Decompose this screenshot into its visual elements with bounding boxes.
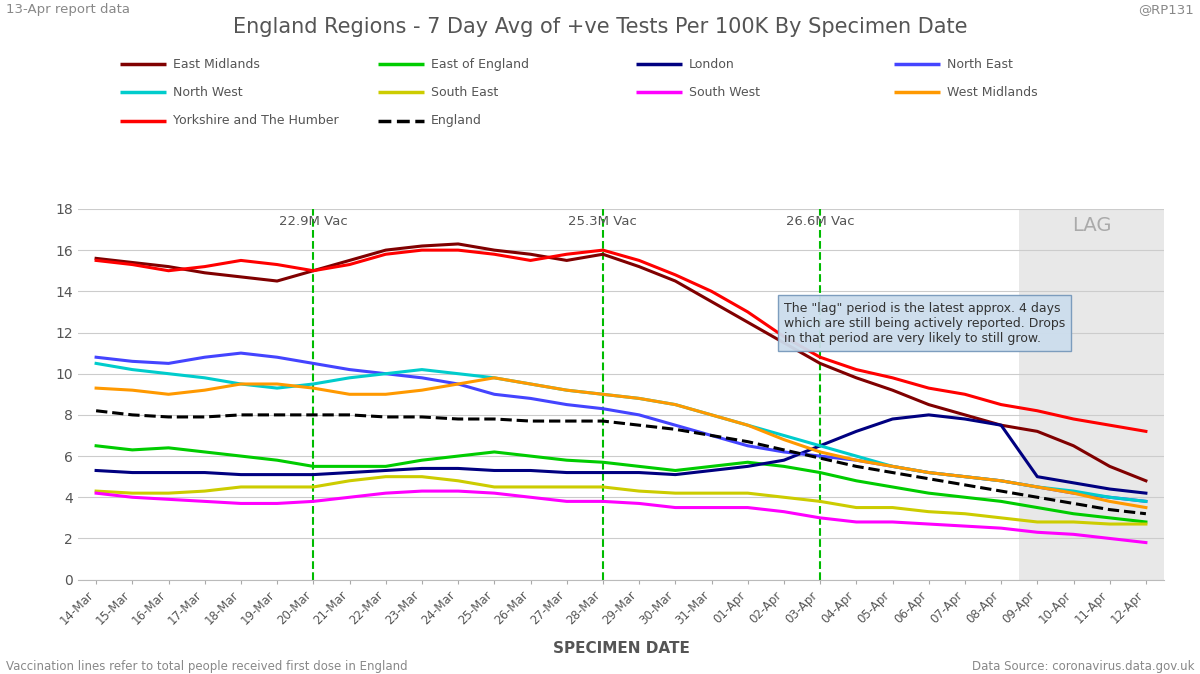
Text: East of England: East of England xyxy=(431,57,529,71)
Bar xyxy=(1019,209,1164,580)
Text: @RP131: @RP131 xyxy=(1139,3,1194,16)
Text: North West: North West xyxy=(173,86,242,99)
Text: 13-Apr report data: 13-Apr report data xyxy=(6,3,130,16)
Text: 22.9M Vac: 22.9M Vac xyxy=(278,216,348,228)
Text: London: London xyxy=(689,57,734,71)
Text: Data Source: coronavirus.data.gov.uk: Data Source: coronavirus.data.gov.uk xyxy=(972,660,1194,673)
Text: 25.3M Vac: 25.3M Vac xyxy=(569,216,637,228)
X-axis label: SPECIMEN DATE: SPECIMEN DATE xyxy=(552,641,690,656)
Text: Vaccination lines refer to total people received first dose in England: Vaccination lines refer to total people … xyxy=(6,660,408,673)
Text: England Regions - 7 Day Avg of +ve Tests Per 100K By Specimen Date: England Regions - 7 Day Avg of +ve Tests… xyxy=(233,17,967,37)
Text: North East: North East xyxy=(947,57,1013,71)
Text: Yorkshire and The Humber: Yorkshire and The Humber xyxy=(173,114,338,127)
Text: South West: South West xyxy=(689,86,760,99)
Text: 26.6M Vac: 26.6M Vac xyxy=(786,216,854,228)
Text: The "lag" period is the latest approx. 4 days
which are still being actively rep: The "lag" period is the latest approx. 4… xyxy=(784,301,1066,344)
Text: West Midlands: West Midlands xyxy=(947,86,1038,99)
Text: England: England xyxy=(431,114,481,127)
Text: South East: South East xyxy=(431,86,498,99)
Text: East Midlands: East Midlands xyxy=(173,57,259,71)
Text: LAG: LAG xyxy=(1072,216,1111,235)
